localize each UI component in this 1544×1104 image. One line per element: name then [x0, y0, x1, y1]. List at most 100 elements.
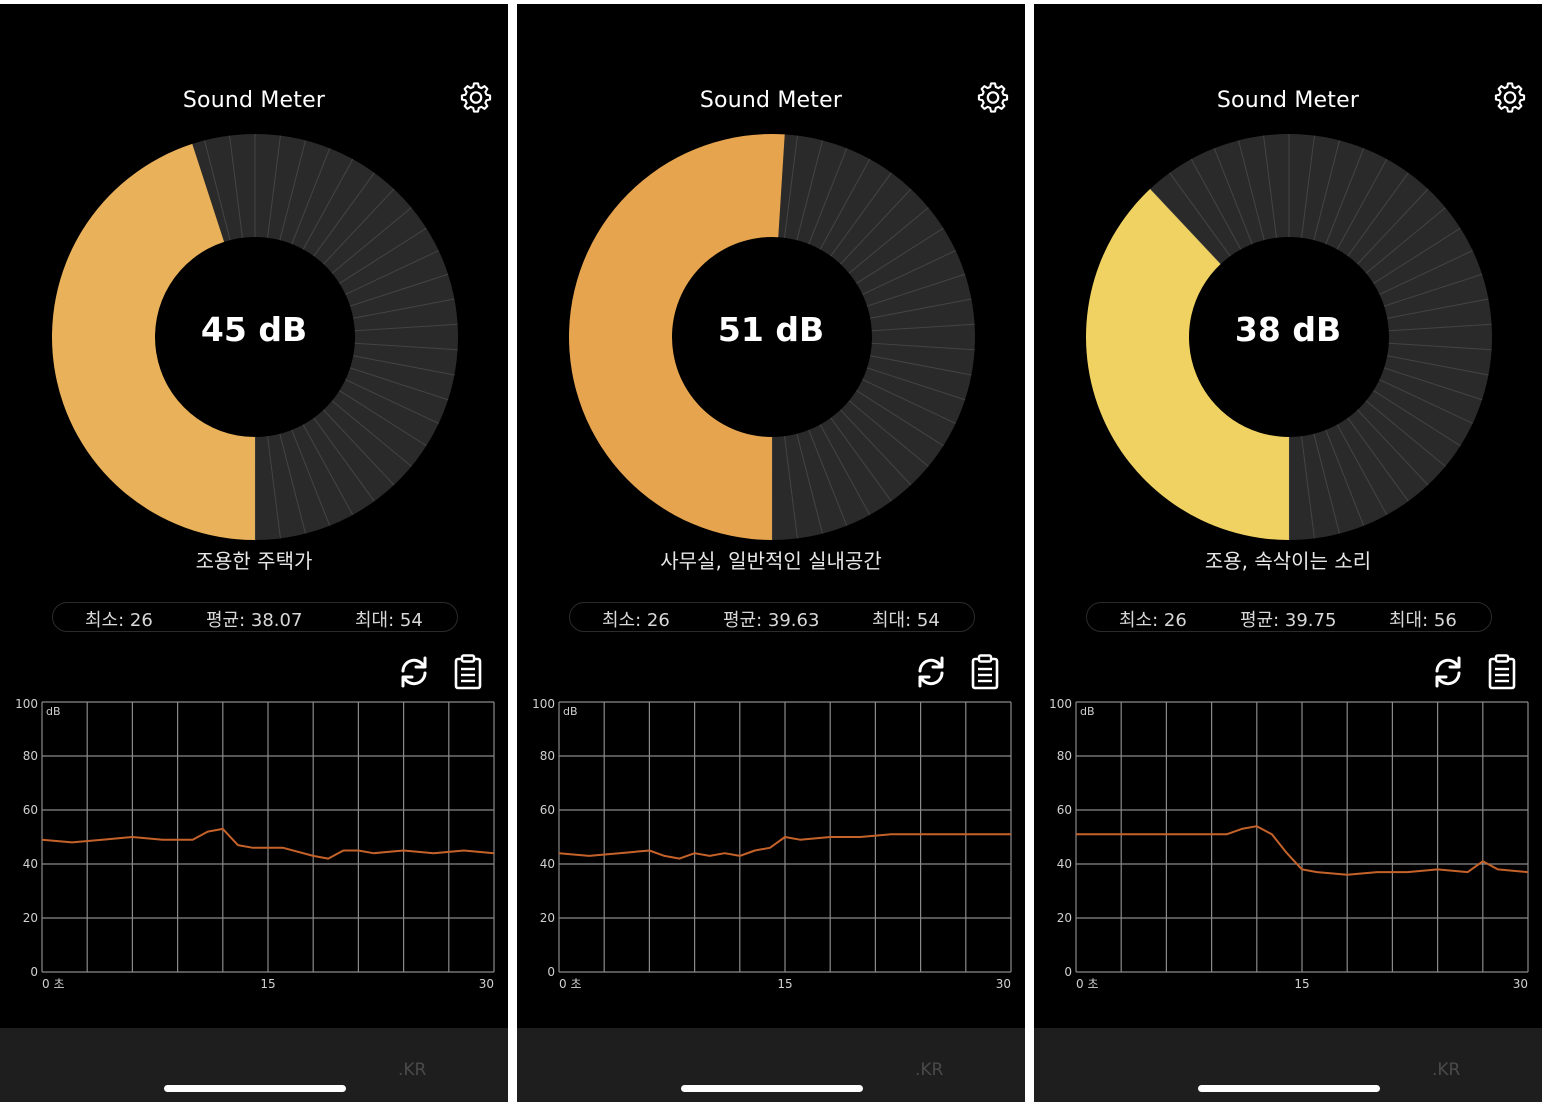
level-description: 조용, 속삭이는 소리 — [1204, 549, 1372, 573]
gauge-segment-divider — [784, 135, 798, 238]
bottom-label: .KR — [915, 1060, 944, 1080]
db-reading: 45 dB — [200, 310, 308, 349]
gauge-segment-divider — [1325, 148, 1365, 245]
y-axis-unit-label: dB — [46, 705, 61, 718]
db-trace-line — [41, 827, 495, 860]
y-tick-label: 20 — [23, 911, 38, 925]
clipboard-icon[interactable] — [1482, 652, 1522, 692]
gauge-segment-divider — [840, 409, 912, 486]
gauge-segment-divider — [848, 400, 929, 467]
gauge-track — [772, 134, 975, 540]
gauge-segment-divider — [279, 433, 306, 534]
sound-level-gauge — [1086, 134, 1492, 541]
gauge-segment-divider — [848, 207, 929, 274]
gauge-segment-divider — [870, 298, 972, 319]
avg-stat: 평균: 39.75 — [1240, 610, 1337, 631]
gear-icon[interactable] — [975, 82, 1011, 118]
y-tick-label: 0 — [30, 965, 38, 979]
gauge-segment-divider — [1357, 188, 1429, 265]
gauge-segment-divider — [1379, 379, 1473, 424]
stats-bar: 최소: 26 평균: 39.75 최대: 56 — [1086, 602, 1492, 632]
y-axis-unit-label: dB — [1080, 705, 1095, 718]
gauge-segment-divider — [331, 400, 412, 467]
x-tick-label: 0 초 — [559, 977, 582, 991]
gauge-segment-divider — [1357, 409, 1429, 486]
gauge-track — [1150, 134, 1492, 540]
gauge-segment-divider — [1336, 424, 1388, 516]
stats-bar: 최소: 26 평균: 39.63 최대: 54 — [569, 602, 975, 632]
gauge-segment-divider — [840, 188, 912, 265]
gauge-segment-divider — [1238, 140, 1265, 241]
gauge-segment-divider — [1301, 135, 1315, 238]
clipboard-icon[interactable] — [448, 652, 488, 692]
y-tick-label: 0 — [1064, 965, 1072, 979]
max-stat: 최대: 54 — [872, 610, 940, 631]
home-indicator[interactable] — [1198, 1085, 1380, 1092]
gauge-segment-divider — [808, 429, 848, 526]
db-history-chart: 0 20 40 60 80 100 dB 0 초 15 30 — [1049, 697, 1529, 991]
gauge-segment-divider — [354, 342, 458, 351]
gauge-segment-divider — [331, 207, 412, 274]
y-tick-label: 20 — [1057, 911, 1072, 925]
y-tick-label: 20 — [540, 911, 555, 925]
phone-screen: Sound Meter 45 dB 조용한 주택가 최소: 26 평균: 38.… — [0, 4, 508, 1102]
refresh-icon[interactable] — [394, 652, 434, 692]
gauge-segment-divider — [1169, 172, 1231, 257]
gauge-segment-divider — [1365, 207, 1446, 274]
gauge-segment-divider — [354, 323, 458, 332]
x-tick-label: 15 — [1294, 977, 1309, 991]
gear-icon[interactable] — [1492, 82, 1528, 118]
level-description: 사무실, 일반적인 실내공간 — [660, 549, 882, 573]
y-tick-label: 100 — [15, 697, 38, 711]
y-tick-label: 80 — [1057, 749, 1072, 763]
gauge-segment-divider — [1388, 342, 1492, 351]
sound-level-gauge — [52, 134, 459, 540]
gear-icon[interactable] — [458, 82, 494, 118]
gauge-segment-divider — [267, 135, 281, 238]
gauge-segment-divider — [291, 429, 331, 526]
db-history-chart: 0 20 40 60 80 100 dB 0 초 15 30 — [532, 697, 1012, 991]
y-tick-label: 60 — [540, 803, 555, 817]
gauge-segment-divider — [1387, 355, 1489, 376]
y-tick-label: 0 — [547, 965, 555, 979]
gauge-segment-divider — [830, 417, 892, 502]
y-tick-label: 60 — [1057, 803, 1072, 817]
gauge-segment-divider — [871, 342, 975, 351]
gauge-segment-divider — [1190, 158, 1242, 250]
home-indicator[interactable] — [681, 1085, 863, 1092]
home-indicator[interactable] — [164, 1085, 346, 1092]
gauge-segment-divider — [830, 172, 892, 257]
gauge-level-fill — [1086, 189, 1289, 541]
gauge-segment-divider — [808, 148, 848, 245]
gauge-segment-divider — [1301, 436, 1315, 539]
y-axis-unit-label: dB — [563, 705, 578, 718]
x-tick-label: 15 — [777, 977, 792, 991]
gauge-segment-divider — [856, 390, 944, 447]
phone-screen: Sound Meter 51 dB 사무실, 일반적인 실내공간 최소: 26 … — [517, 4, 1025, 1102]
level-description: 조용한 주택가 — [195, 549, 313, 573]
gauge-segment-divider — [1213, 148, 1253, 245]
gauge-segment-divider — [279, 140, 306, 241]
gauge-segment-divider — [353, 298, 455, 319]
x-tick-label: 30 — [996, 977, 1011, 991]
gauge-segment-divider — [1347, 417, 1409, 502]
gauge-segment-divider — [1263, 135, 1277, 238]
min-stat: 최소: 26 — [1119, 610, 1187, 631]
refresh-icon[interactable] — [911, 652, 951, 692]
max-stat: 최대: 54 — [355, 610, 423, 631]
db-reading: 51 dB — [717, 310, 825, 349]
gauge-segment-divider — [796, 140, 823, 241]
gauge-segment-divider — [1373, 390, 1461, 447]
bottom-label: .KR — [398, 1060, 427, 1080]
x-tick-label: 0 초 — [1076, 977, 1099, 991]
refresh-icon[interactable] — [1428, 652, 1468, 692]
gauge-segment-divider — [862, 250, 956, 295]
gauge-segment-divider — [1387, 298, 1489, 319]
gauge-segment-divider — [819, 158, 871, 250]
gauge-segment-divider — [291, 148, 331, 245]
bottom-label: .KR — [1432, 1060, 1461, 1080]
clipboard-icon[interactable] — [965, 652, 1005, 692]
gauge-segment-divider — [349, 367, 449, 401]
gauge-segment-divider — [1383, 273, 1483, 307]
gauge-segment-divider — [204, 140, 231, 241]
